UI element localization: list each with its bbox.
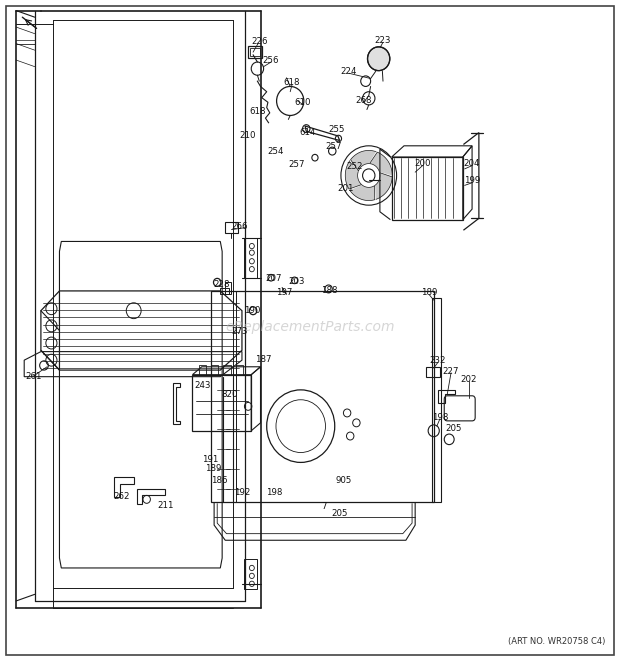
Text: 207: 207 xyxy=(265,274,281,283)
Text: 210: 210 xyxy=(239,131,256,139)
Text: 610: 610 xyxy=(294,98,311,108)
Text: 189: 189 xyxy=(205,464,221,473)
Text: 198: 198 xyxy=(266,488,282,497)
Bar xyxy=(244,559,257,589)
Text: 211: 211 xyxy=(157,502,174,510)
Text: (ART NO. WR20758 C4): (ART NO. WR20758 C4) xyxy=(508,637,606,646)
Text: 266: 266 xyxy=(231,222,248,231)
Text: 254: 254 xyxy=(267,147,283,155)
Text: 7: 7 xyxy=(321,502,326,511)
Text: 618: 618 xyxy=(284,78,300,87)
Text: 186: 186 xyxy=(211,477,228,485)
Bar xyxy=(433,297,441,502)
Polygon shape xyxy=(345,161,361,189)
Text: 820: 820 xyxy=(221,390,238,399)
Text: 189: 189 xyxy=(421,288,438,297)
Bar xyxy=(192,375,251,431)
Text: 201: 201 xyxy=(337,184,353,192)
Text: 255: 255 xyxy=(329,126,345,134)
Text: 190: 190 xyxy=(244,306,260,315)
Bar xyxy=(225,222,237,233)
Text: 187: 187 xyxy=(255,355,272,364)
Text: 224: 224 xyxy=(341,67,357,76)
Bar xyxy=(211,365,218,375)
Text: 199: 199 xyxy=(464,176,480,185)
Text: 232: 232 xyxy=(430,356,446,366)
Bar xyxy=(219,288,229,294)
Polygon shape xyxy=(375,173,392,200)
Text: 192: 192 xyxy=(234,488,250,496)
Text: 205: 205 xyxy=(332,510,348,518)
Text: 226: 226 xyxy=(251,37,267,46)
Text: 198: 198 xyxy=(432,413,448,422)
Bar xyxy=(198,365,206,375)
Text: 188: 188 xyxy=(321,286,337,295)
Polygon shape xyxy=(350,151,376,171)
Bar xyxy=(224,282,231,294)
Polygon shape xyxy=(350,185,374,200)
Bar xyxy=(248,46,262,58)
Polygon shape xyxy=(370,152,392,175)
Text: 191: 191 xyxy=(202,455,218,463)
Text: 905: 905 xyxy=(336,477,352,485)
Text: 204: 204 xyxy=(464,159,480,168)
Text: 205: 205 xyxy=(445,424,462,432)
Text: 197: 197 xyxy=(277,288,293,297)
Text: 618: 618 xyxy=(249,107,265,116)
Text: 273: 273 xyxy=(232,327,249,336)
Text: 257: 257 xyxy=(326,142,342,151)
Text: 257: 257 xyxy=(288,160,304,169)
Text: 227: 227 xyxy=(443,367,459,376)
Text: 262: 262 xyxy=(113,492,130,501)
Bar xyxy=(392,157,463,219)
Bar xyxy=(244,238,257,278)
Bar xyxy=(211,291,434,502)
Circle shape xyxy=(368,47,390,71)
Text: 243: 243 xyxy=(195,381,211,390)
Bar xyxy=(236,365,243,375)
Text: 200: 200 xyxy=(414,159,431,168)
Bar xyxy=(427,367,440,377)
Text: 261: 261 xyxy=(25,371,42,381)
Text: eReplacementParts.com: eReplacementParts.com xyxy=(225,320,395,334)
Text: 256: 256 xyxy=(263,56,279,65)
Text: 203: 203 xyxy=(289,277,305,286)
Bar xyxy=(223,365,231,375)
Text: 223: 223 xyxy=(374,36,391,45)
Text: 252: 252 xyxy=(347,162,363,171)
Text: 268: 268 xyxy=(355,96,372,105)
Bar xyxy=(250,48,260,56)
Text: 202: 202 xyxy=(461,375,477,384)
Text: 614: 614 xyxy=(299,128,316,137)
Text: 228: 228 xyxy=(213,280,230,289)
